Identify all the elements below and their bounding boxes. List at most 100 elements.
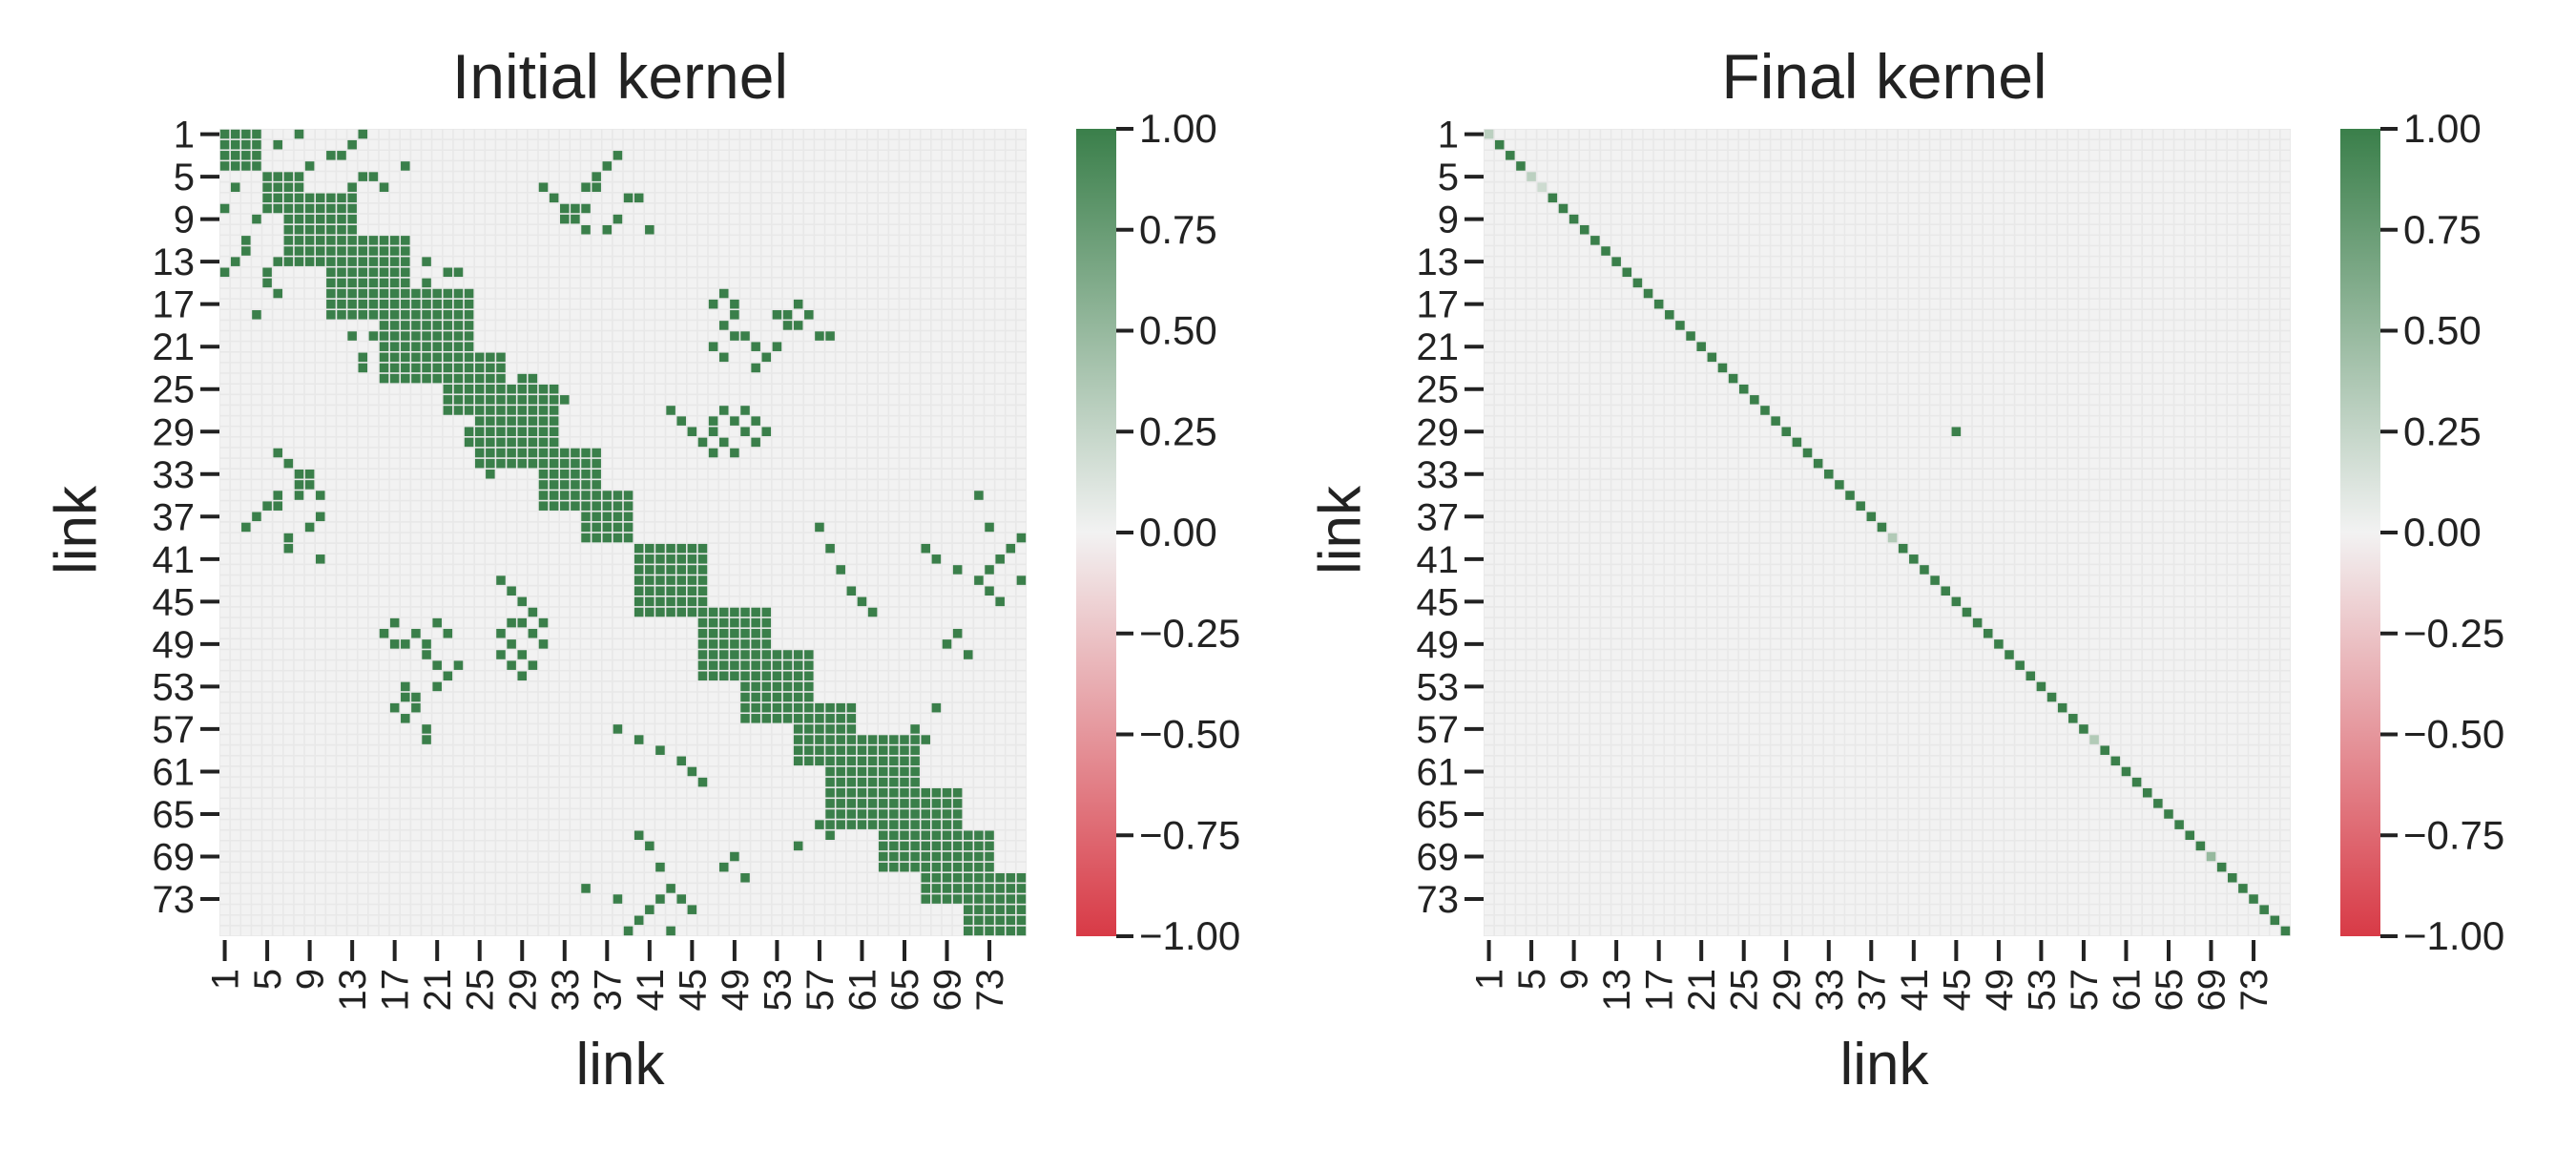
heatmap-cell — [379, 363, 389, 373]
heatmap-cell — [921, 416, 931, 426]
heatmap-cell — [718, 639, 729, 649]
heatmap-cell — [528, 480, 538, 490]
heatmap-cell — [602, 288, 613, 299]
heatmap-cell — [889, 129, 899, 139]
heatmap-cell — [793, 809, 803, 819]
heatmap-cell — [1006, 267, 1016, 278]
heatmap-cell — [825, 660, 835, 670]
heatmap-cell — [952, 617, 963, 628]
heatmap-cell — [751, 607, 760, 617]
heatmap-cell — [623, 543, 634, 554]
heatmap-cell — [634, 310, 644, 320]
heatmap-cell — [782, 129, 793, 139]
heatmap-cell — [889, 799, 899, 808]
heatmap-cell — [337, 617, 346, 628]
heatmap-cell — [496, 470, 506, 479]
heatmap-cell — [528, 596, 538, 607]
heatmap-cell — [549, 257, 559, 266]
heatmap-cell — [304, 214, 315, 224]
heatmap-cell — [294, 766, 304, 777]
heatmap-cell — [528, 246, 538, 256]
heatmap-cell — [836, 288, 845, 299]
heatmap-cell — [602, 756, 613, 766]
heatmap-cell — [740, 214, 750, 224]
heatmap-cell — [262, 639, 272, 649]
heatmap-cell — [921, 331, 931, 341]
heatmap-cell — [772, 406, 782, 415]
heatmap-cell — [443, 310, 453, 320]
heatmap-cell — [751, 671, 760, 681]
heatmap-cell — [581, 331, 591, 341]
heatmap-cell — [252, 491, 261, 500]
heatmap-cell — [464, 416, 474, 426]
heatmap-cell — [507, 236, 516, 245]
heatmap-cell — [761, 480, 772, 490]
heatmap-cell — [782, 331, 793, 341]
heatmap-cell — [486, 236, 495, 245]
heatmap-cell — [528, 533, 538, 543]
heatmap-cell — [900, 565, 909, 575]
heatmap-cell — [676, 533, 686, 543]
heatmap-cell — [645, 639, 654, 649]
heatmap-cell — [283, 787, 294, 798]
heatmap-cell — [825, 543, 835, 554]
heatmap-cell — [995, 437, 1005, 448]
heatmap-cell — [687, 575, 697, 585]
heatmap-cell — [634, 267, 644, 278]
heatmap-cell — [857, 129, 867, 139]
heatmap-cell — [846, 543, 857, 554]
heatmap-cell — [793, 448, 803, 458]
heatmap-cell — [846, 321, 857, 330]
heatmap-cell — [730, 373, 739, 384]
heatmap-cell — [1006, 628, 1016, 638]
heatmap-cell — [985, 310, 994, 320]
heatmap-cell — [623, 224, 634, 235]
heatmap-cell — [815, 214, 824, 224]
heatmap-cell — [252, 458, 261, 469]
heatmap-cell — [422, 384, 431, 394]
heatmap-cell — [507, 650, 516, 659]
heatmap-cell — [411, 342, 421, 351]
heatmap-cell — [581, 543, 591, 554]
heatmap-cell — [645, 660, 654, 670]
heatmap-cell — [857, 586, 867, 596]
heatmap-cell — [273, 596, 282, 607]
heatmap-cell — [867, 363, 878, 373]
heatmap-cell — [623, 373, 634, 384]
heatmap-cell — [528, 363, 538, 373]
heatmap-cell — [634, 628, 644, 638]
heatmap-cell — [697, 236, 708, 245]
heatmap-cell — [496, 151, 506, 160]
heatmap-cell — [846, 203, 857, 214]
heatmap-cell — [730, 766, 739, 777]
heatmap-cell — [230, 820, 240, 829]
heatmap-cell — [496, 203, 506, 214]
heatmap-cell — [655, 437, 665, 448]
heatmap-cell — [645, 139, 654, 150]
heatmap-cell — [655, 321, 665, 330]
heatmap-cell — [283, 586, 294, 596]
heatmap-cell — [634, 257, 644, 266]
heatmap-cell — [857, 681, 867, 692]
heatmap-cell — [432, 639, 442, 649]
heatmap-cell — [549, 203, 559, 214]
heatmap-cell — [241, 373, 251, 384]
heatmap-cell — [804, 278, 814, 288]
heatmap-cell — [846, 681, 857, 692]
heatmap-cell — [815, 139, 824, 150]
heatmap-cell — [241, 299, 251, 309]
heatmap-cell — [974, 246, 984, 256]
heatmap-cell — [538, 554, 549, 564]
heatmap-cell — [825, 512, 835, 522]
heatmap-cell — [676, 756, 686, 766]
heatmap-cell — [262, 650, 272, 659]
heatmap-cell — [411, 724, 421, 734]
heatmap-cell — [666, 512, 675, 522]
heatmap-cell — [761, 458, 772, 469]
heatmap-cell — [368, 395, 379, 405]
heatmap-cell — [634, 702, 644, 713]
heatmap-cell — [815, 246, 824, 256]
heatmap-cell — [422, 224, 431, 235]
heatmap-cell — [432, 745, 442, 755]
heatmap-cell — [294, 129, 304, 139]
